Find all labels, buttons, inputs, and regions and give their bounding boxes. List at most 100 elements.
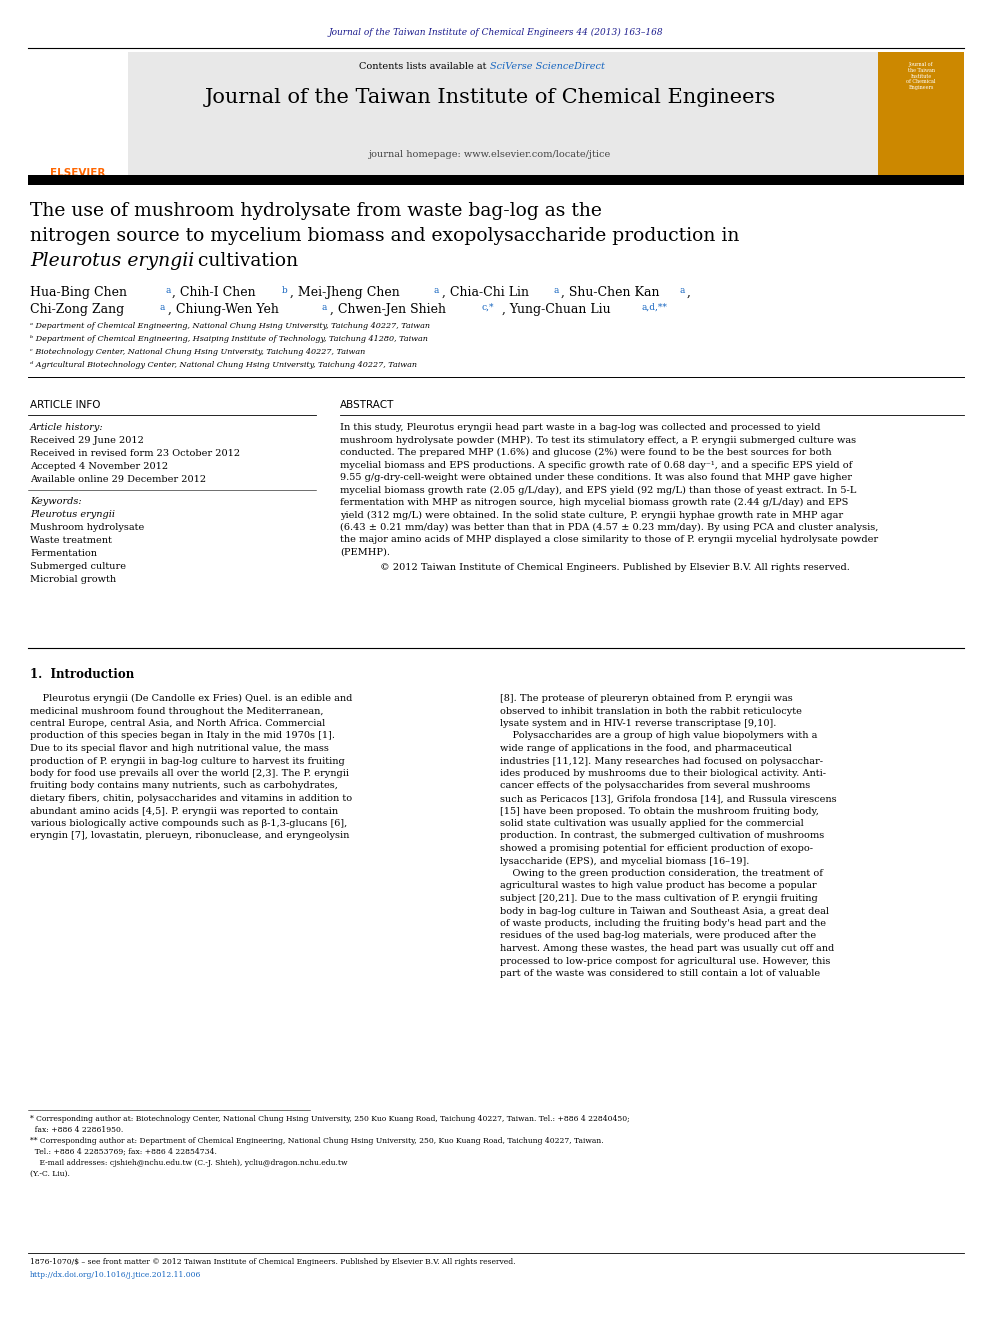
Text: Accepted 4 November 2012: Accepted 4 November 2012 bbox=[30, 462, 168, 471]
Text: Received 29 June 2012: Received 29 June 2012 bbox=[30, 437, 144, 445]
Text: dietary fibers, chitin, polysaccharides and vitamins in addition to: dietary fibers, chitin, polysaccharides … bbox=[30, 794, 352, 803]
Text: the major amino acids of MHP displayed a close similarity to those of P. eryngii: the major amino acids of MHP displayed a… bbox=[340, 536, 878, 545]
Ellipse shape bbox=[66, 60, 90, 79]
Text: Pleurotus eryngii (De Candolle ex Fries) Quel. is an edible and: Pleurotus eryngii (De Candolle ex Fries)… bbox=[30, 695, 352, 703]
Text: Fermentation: Fermentation bbox=[30, 549, 97, 558]
Text: solid state cultivation was usually applied for the commercial: solid state cultivation was usually appl… bbox=[500, 819, 804, 828]
Text: , Mei-Jheng Chen: , Mei-Jheng Chen bbox=[290, 286, 400, 299]
Text: a,d,**: a,d,** bbox=[641, 303, 667, 312]
Text: Pleurotus eryngii: Pleurotus eryngii bbox=[30, 509, 115, 519]
Text: yield (312 mg/L) were obtained. In the solid state culture, P. eryngii hyphae gr: yield (312 mg/L) were obtained. In the s… bbox=[340, 511, 843, 520]
Text: medicinal mushroom found throughout the Mediterranean,: medicinal mushroom found throughout the … bbox=[30, 706, 323, 716]
Text: a: a bbox=[165, 286, 171, 295]
Text: , Chiung-Wen Yeh: , Chiung-Wen Yeh bbox=[168, 303, 279, 316]
Bar bbox=[73, 130, 83, 155]
Text: © 2012 Taiwan Institute of Chemical Engineers. Published by Elsevier B.V. All ri: © 2012 Taiwan Institute of Chemical Engi… bbox=[380, 562, 850, 572]
Text: (PEMHP).: (PEMHP). bbox=[340, 548, 390, 557]
Text: fruiting body contains many nutrients, such as carbohydrates,: fruiting body contains many nutrients, s… bbox=[30, 782, 338, 791]
Text: Submerged culture: Submerged culture bbox=[30, 562, 126, 572]
Text: Waste treatment: Waste treatment bbox=[30, 536, 112, 545]
Text: harvest. Among these wastes, the head part was usually cut off and: harvest. Among these wastes, the head pa… bbox=[500, 945, 834, 953]
Text: ** Corresponding author at: Department of Chemical Engineering, National Chung H: ** Corresponding author at: Department o… bbox=[30, 1136, 603, 1144]
Text: showed a promising potential for efficient production of exopo-: showed a promising potential for efficie… bbox=[500, 844, 813, 853]
Text: ᵃ Department of Chemical Engineering, National Chung Hsing University, Taichung : ᵃ Department of Chemical Engineering, Na… bbox=[30, 321, 430, 329]
Text: Polysaccharides are a group of high value biopolymers with a: Polysaccharides are a group of high valu… bbox=[500, 732, 817, 741]
Text: conducted. The prepared MHP (1.6%) and glucose (2%) were found to be the best so: conducted. The prepared MHP (1.6%) and g… bbox=[340, 448, 831, 458]
Text: 1876-1070/$ – see front matter © 2012 Taiwan Institute of Chemical Engineers. Pu: 1876-1070/$ – see front matter © 2012 Ta… bbox=[30, 1258, 516, 1266]
Text: such as Pericacos [13], Grifola frondosa [14], and Russula virescens: such as Pericacos [13], Grifola frondosa… bbox=[500, 794, 836, 803]
Text: , Chwen-Jen Shieh: , Chwen-Jen Shieh bbox=[330, 303, 446, 316]
Text: fax: +886 4 22861950.: fax: +886 4 22861950. bbox=[30, 1126, 123, 1134]
Text: cancer effects of the polysaccharides from several mushrooms: cancer effects of the polysaccharides fr… bbox=[500, 782, 810, 791]
Text: part of the waste was considered to still contain a lot of valuable: part of the waste was considered to stil… bbox=[500, 968, 820, 978]
Text: Mushroom hydrolysate: Mushroom hydrolysate bbox=[30, 523, 144, 532]
Text: a: a bbox=[680, 286, 685, 295]
Ellipse shape bbox=[86, 95, 110, 115]
Text: 9.55 g/g-dry-cell-weight were obtained under these conditions. It was also found: 9.55 g/g-dry-cell-weight were obtained u… bbox=[340, 474, 852, 482]
Text: Hua-Bing Chen: Hua-Bing Chen bbox=[30, 286, 127, 299]
Text: ᵈ Agricultural Biotechnology Center, National Chung Hsing University, Taichung 4: ᵈ Agricultural Biotechnology Center, Nat… bbox=[30, 361, 417, 369]
Text: eryngin [7], lovastatin, plerueyn, ribonuclease, and eryngeolysin: eryngin [7], lovastatin, plerueyn, ribon… bbox=[30, 831, 349, 840]
Ellipse shape bbox=[53, 71, 73, 89]
Text: production. In contrast, the submerged cultivation of mushrooms: production. In contrast, the submerged c… bbox=[500, 831, 824, 840]
Text: subject [20,21]. Due to the mass cultivation of P. eryngii fruiting: subject [20,21]. Due to the mass cultiva… bbox=[500, 894, 817, 904]
Text: fermentation with MHP as nitrogen source, high mycelial biomass growth rate (2.4: fermentation with MHP as nitrogen source… bbox=[340, 497, 848, 507]
Text: lysaccharide (EPS), and mycelial biomass [16–19].: lysaccharide (EPS), and mycelial biomass… bbox=[500, 856, 749, 865]
Text: In this study, Pleurotus eryngii head part waste in a bag-log was collected and : In this study, Pleurotus eryngii head pa… bbox=[340, 423, 820, 433]
Text: SciVerse ScienceDirect: SciVerse ScienceDirect bbox=[490, 62, 605, 71]
Ellipse shape bbox=[57, 78, 99, 112]
Text: Owing to the green production consideration, the treatment of: Owing to the green production considerat… bbox=[500, 869, 823, 878]
Text: various biologically active compounds such as β-1,3-glucans [6],: various biologically active compounds su… bbox=[30, 819, 347, 828]
Text: ,: , bbox=[687, 286, 690, 299]
Text: Chi-Zong Zang: Chi-Zong Zang bbox=[30, 303, 124, 316]
Text: central Europe, central Asia, and North Africa. Commercial: central Europe, central Asia, and North … bbox=[30, 718, 325, 728]
Text: ABSTRACT: ABSTRACT bbox=[340, 400, 395, 410]
Text: body in bag-log culture in Taiwan and Southeast Asia, a great deal: body in bag-log culture in Taiwan and So… bbox=[500, 906, 829, 916]
Text: 1.  Introduction: 1. Introduction bbox=[30, 668, 134, 681]
Text: a: a bbox=[322, 303, 327, 312]
Ellipse shape bbox=[46, 95, 70, 115]
Text: Microbial growth: Microbial growth bbox=[30, 576, 116, 583]
Text: , Chia-Chi Lin: , Chia-Chi Lin bbox=[442, 286, 529, 299]
Text: mycelial biomass and EPS productions. A specific growth rate of 0.68 day⁻¹, and : mycelial biomass and EPS productions. A … bbox=[340, 460, 852, 470]
Text: a: a bbox=[160, 303, 166, 312]
Text: nitrogen source to mycelium biomass and exopolysaccharide production in: nitrogen source to mycelium biomass and … bbox=[30, 228, 739, 245]
Text: Due to its special flavor and high nutritional value, the mass: Due to its special flavor and high nutri… bbox=[30, 744, 329, 753]
Text: production of this species began in Italy in the mid 1970s [1].: production of this species began in Ital… bbox=[30, 732, 335, 741]
Text: ELSEVIER: ELSEVIER bbox=[51, 168, 106, 179]
Text: c,*: c,* bbox=[482, 303, 494, 312]
Text: Received in revised form 23 October 2012: Received in revised form 23 October 2012 bbox=[30, 448, 240, 458]
Text: observed to inhibit translation in both the rabbit reticulocyte: observed to inhibit translation in both … bbox=[500, 706, 802, 716]
Text: (6.43 ± 0.21 mm/day) was better than that in PDA (4.57 ± 0.23 mm/day). By using : (6.43 ± 0.21 mm/day) was better than tha… bbox=[340, 523, 878, 532]
Text: ides produced by mushrooms due to their biological activity. Anti-: ides produced by mushrooms due to their … bbox=[500, 769, 826, 778]
Text: [15] have been proposed. To obtain the mushroom fruiting body,: [15] have been proposed. To obtain the m… bbox=[500, 807, 818, 815]
Text: b: b bbox=[282, 286, 288, 295]
Text: , Yung-Chuan Liu: , Yung-Chuan Liu bbox=[502, 303, 611, 316]
Text: , Chih-I Chen: , Chih-I Chen bbox=[172, 286, 256, 299]
Text: [8]. The protease of pleureryn obtained from P. eryngii was: [8]. The protease of pleureryn obtained … bbox=[500, 695, 793, 703]
Text: a: a bbox=[553, 286, 558, 295]
Text: production of P. eryngii in bag-log culture to harvest its fruiting: production of P. eryngii in bag-log cult… bbox=[30, 757, 345, 766]
Text: cultivation: cultivation bbox=[192, 251, 299, 270]
Text: * Corresponding author at: Biotechnology Center, National Chung Hsing University: * Corresponding author at: Biotechnology… bbox=[30, 1115, 630, 1123]
Text: Article history:: Article history: bbox=[30, 423, 103, 433]
Text: Journal of the Taiwan Institute of Chemical Engineers 44 (2013) 163–168: Journal of the Taiwan Institute of Chemi… bbox=[328, 28, 664, 37]
Text: , Shu-Chen Kan: , Shu-Chen Kan bbox=[561, 286, 660, 299]
Text: (Y.-C. Liu).: (Y.-C. Liu). bbox=[30, 1170, 69, 1177]
Text: wide range of applications in the food, and pharmaceutical: wide range of applications in the food, … bbox=[500, 744, 792, 753]
Text: Contents lists available at: Contents lists available at bbox=[359, 62, 490, 71]
Text: Pleurotus eryngii: Pleurotus eryngii bbox=[30, 251, 194, 270]
Text: Tel.: +886 4 22853769; fax: +886 4 22854734.: Tel.: +886 4 22853769; fax: +886 4 22854… bbox=[30, 1148, 217, 1156]
Text: mushroom hydrolysate powder (MHP). To test its stimulatory effect, a P. eryngii : mushroom hydrolysate powder (MHP). To te… bbox=[340, 435, 856, 445]
Text: ARTICLE INFO: ARTICLE INFO bbox=[30, 400, 100, 410]
Text: http://dx.doi.org/10.1016/j.jtice.2012.11.006: http://dx.doi.org/10.1016/j.jtice.2012.1… bbox=[30, 1271, 201, 1279]
Text: ᶜ Biotechnology Center, National Chung Hsing University, Taichung 40227, Taiwan: ᶜ Biotechnology Center, National Chung H… bbox=[30, 348, 365, 356]
Text: lysate system and in HIV-1 reverse transcriptase [9,10].: lysate system and in HIV-1 reverse trans… bbox=[500, 718, 777, 728]
Text: journal homepage: www.elsevier.com/locate/jtice: journal homepage: www.elsevier.com/locat… bbox=[369, 149, 611, 159]
Text: Journal of
the Taiwan
Institute
of Chemical
Engineers: Journal of the Taiwan Institute of Chemi… bbox=[907, 62, 935, 90]
Text: processed to low-price compost for agricultural use. However, this: processed to low-price compost for agric… bbox=[500, 957, 830, 966]
Text: The use of mushroom hydrolysate from waste bag-log as the: The use of mushroom hydrolysate from was… bbox=[30, 202, 602, 220]
Text: Journal of the Taiwan Institute of Chemical Engineers: Journal of the Taiwan Institute of Chemi… bbox=[204, 89, 776, 107]
Text: Keywords:: Keywords: bbox=[30, 497, 81, 505]
Text: a: a bbox=[434, 286, 439, 295]
